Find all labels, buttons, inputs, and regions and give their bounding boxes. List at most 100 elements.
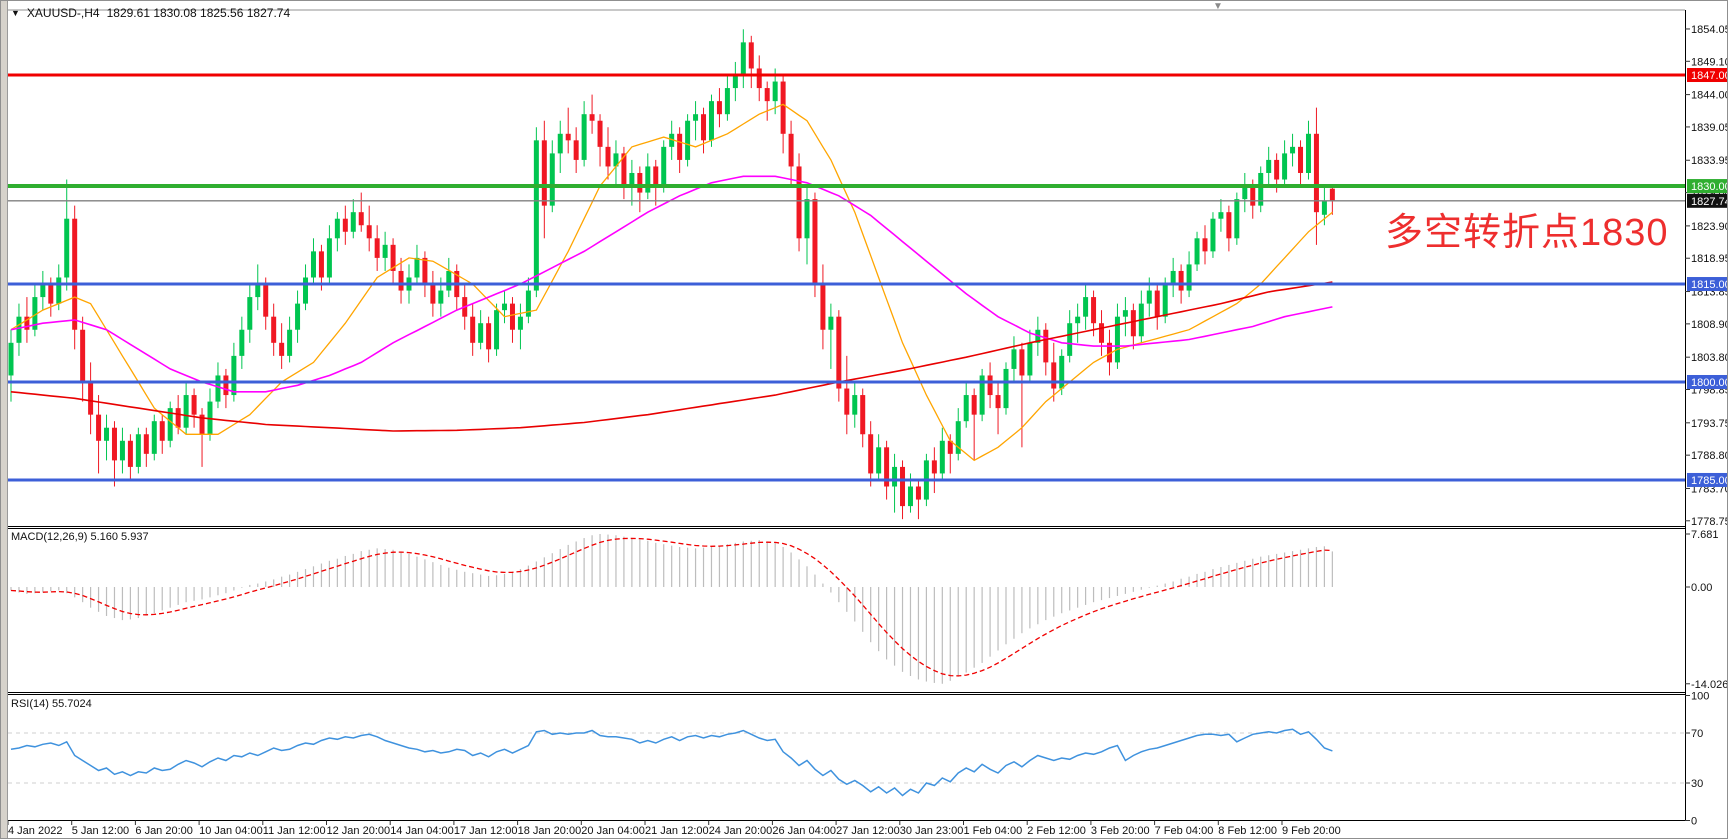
macd-indicator-label: MACD(12,26,9) 5.160 5.937 xyxy=(11,531,149,543)
bull-candle xyxy=(892,466,898,487)
price-tags: 1847.00 1830.00 1815.00 1800.00 1785.00 1827.… xyxy=(1687,68,1728,487)
bear-candle xyxy=(748,42,754,69)
bull-candle xyxy=(104,427,110,441)
bear-candle xyxy=(1051,362,1057,389)
time-tick-label: 18 Jan 20:00 xyxy=(518,825,582,837)
bull-candle xyxy=(724,88,730,115)
bull-candle xyxy=(56,277,62,304)
time-tick-label: 24 Jan 20:00 xyxy=(709,825,773,837)
bull-candle xyxy=(661,146,667,187)
bear-candle xyxy=(24,316,30,330)
time-axis[interactable]: 4 Jan 2022 5 Jan 12:00 6 Jan 20:00 10 Jan 0… xyxy=(7,820,1341,838)
bull-candle xyxy=(549,153,555,206)
bear-candle xyxy=(1043,329,1049,363)
bear-candle xyxy=(72,218,78,330)
bear-candle xyxy=(780,81,786,134)
bear-candle xyxy=(159,421,165,441)
bull-candle xyxy=(326,238,332,278)
bull-candle xyxy=(119,440,125,461)
bear-candle xyxy=(653,166,659,187)
symbol-dropdown-icon[interactable]: ▼ xyxy=(11,8,20,18)
bear-candle xyxy=(263,284,269,317)
price-tick-label: 1823.90 xyxy=(1691,221,1728,233)
bear-candle xyxy=(96,414,102,441)
bear-candle xyxy=(1329,188,1335,202)
bull-candle xyxy=(295,303,301,330)
price-axis[interactable]: 1854.051849.101844.001839.051833.951829.… xyxy=(1685,24,1728,528)
time-tick-label: 17 Jan 12:00 xyxy=(454,825,518,837)
bear-candle xyxy=(812,199,818,285)
bull-candle xyxy=(772,81,778,102)
bull-candle xyxy=(517,316,523,330)
bull-candle xyxy=(64,218,70,278)
bull-candle xyxy=(1122,310,1128,317)
time-tick-label: 7 Feb 04:00 xyxy=(1155,825,1214,837)
candles-layer[interactable] xyxy=(8,29,1335,520)
bull-candle xyxy=(32,297,38,330)
bear-candle xyxy=(318,251,324,278)
bear-candle xyxy=(366,225,372,239)
bull-candle xyxy=(939,440,945,474)
bull-candle xyxy=(438,290,444,304)
bear-candle xyxy=(931,460,937,474)
bear-candle xyxy=(971,395,977,415)
bull-candle xyxy=(581,114,587,160)
bear-candle xyxy=(1298,146,1304,173)
bull-candle xyxy=(1162,284,1168,317)
bear-candle xyxy=(995,395,1001,409)
bear-candle xyxy=(398,270,404,291)
bear-candle xyxy=(900,466,906,507)
bull-candle xyxy=(1114,316,1120,363)
time-tick-label: 9 Feb 20:00 xyxy=(1282,825,1341,837)
bear-candle xyxy=(88,381,94,415)
bull-candle xyxy=(557,133,563,154)
bear-candle xyxy=(1313,133,1319,213)
bear-candle xyxy=(143,434,149,454)
bull-candle xyxy=(494,310,500,350)
bull-candle xyxy=(334,218,340,239)
time-tick-label: 3 Feb 20:00 xyxy=(1091,825,1150,837)
bull-candle xyxy=(350,212,356,232)
bear-candle xyxy=(1250,186,1256,206)
macd-tick-label: 0.00 xyxy=(1691,582,1712,594)
macd-histogram xyxy=(10,534,1333,684)
bull-candle xyxy=(852,395,858,415)
time-tick-label: 14 Jan 04:00 xyxy=(390,825,454,837)
time-tick-label: 11 Jan 12:00 xyxy=(263,825,326,837)
price-tick-label: 1793.75 xyxy=(1691,418,1728,430)
time-tick-label: 12 Jan 20:00 xyxy=(327,825,391,837)
bear-candle xyxy=(1154,290,1160,317)
window-left-border xyxy=(1,1,8,838)
bull-candle xyxy=(525,290,531,317)
bear-candle xyxy=(127,440,133,467)
price-tick-label: 1839.05 xyxy=(1691,122,1728,134)
symbol-header: ▼ XAUUSD-,H4 1829.61 1830.08 1825.56 182… xyxy=(11,6,290,20)
bear-candle xyxy=(756,68,762,89)
ma-mid-magenta-line xyxy=(10,175,1333,393)
price-tick-label: 1778.75 xyxy=(1691,516,1728,528)
bear-candle xyxy=(175,408,181,428)
bull-candle xyxy=(955,421,961,454)
bear-candle xyxy=(111,427,117,461)
bear-candle xyxy=(1130,310,1136,337)
bull-candle xyxy=(1242,186,1248,200)
bull-candle xyxy=(303,277,309,304)
symbol-title: XAUUSD-,H4 xyxy=(26,6,100,20)
time-tick-label: 6 Jan 20:00 xyxy=(135,825,193,837)
bull-candle xyxy=(876,447,882,474)
bull-candle xyxy=(629,172,635,187)
bull-candle xyxy=(231,355,237,396)
bull-candle xyxy=(963,395,969,422)
bull-candle xyxy=(8,342,14,376)
bull-candle xyxy=(740,42,746,76)
svg-text:1800.00: 1800.00 xyxy=(1691,377,1728,389)
bull-candle xyxy=(1003,368,1009,409)
bull-candle xyxy=(478,323,484,343)
svg-text:1827.74: 1827.74 xyxy=(1691,196,1728,208)
time-tick-label: 5 Jan 12:00 xyxy=(72,825,130,837)
macd-tick-label: -14.026 xyxy=(1691,679,1728,691)
bull-candle xyxy=(16,316,22,343)
